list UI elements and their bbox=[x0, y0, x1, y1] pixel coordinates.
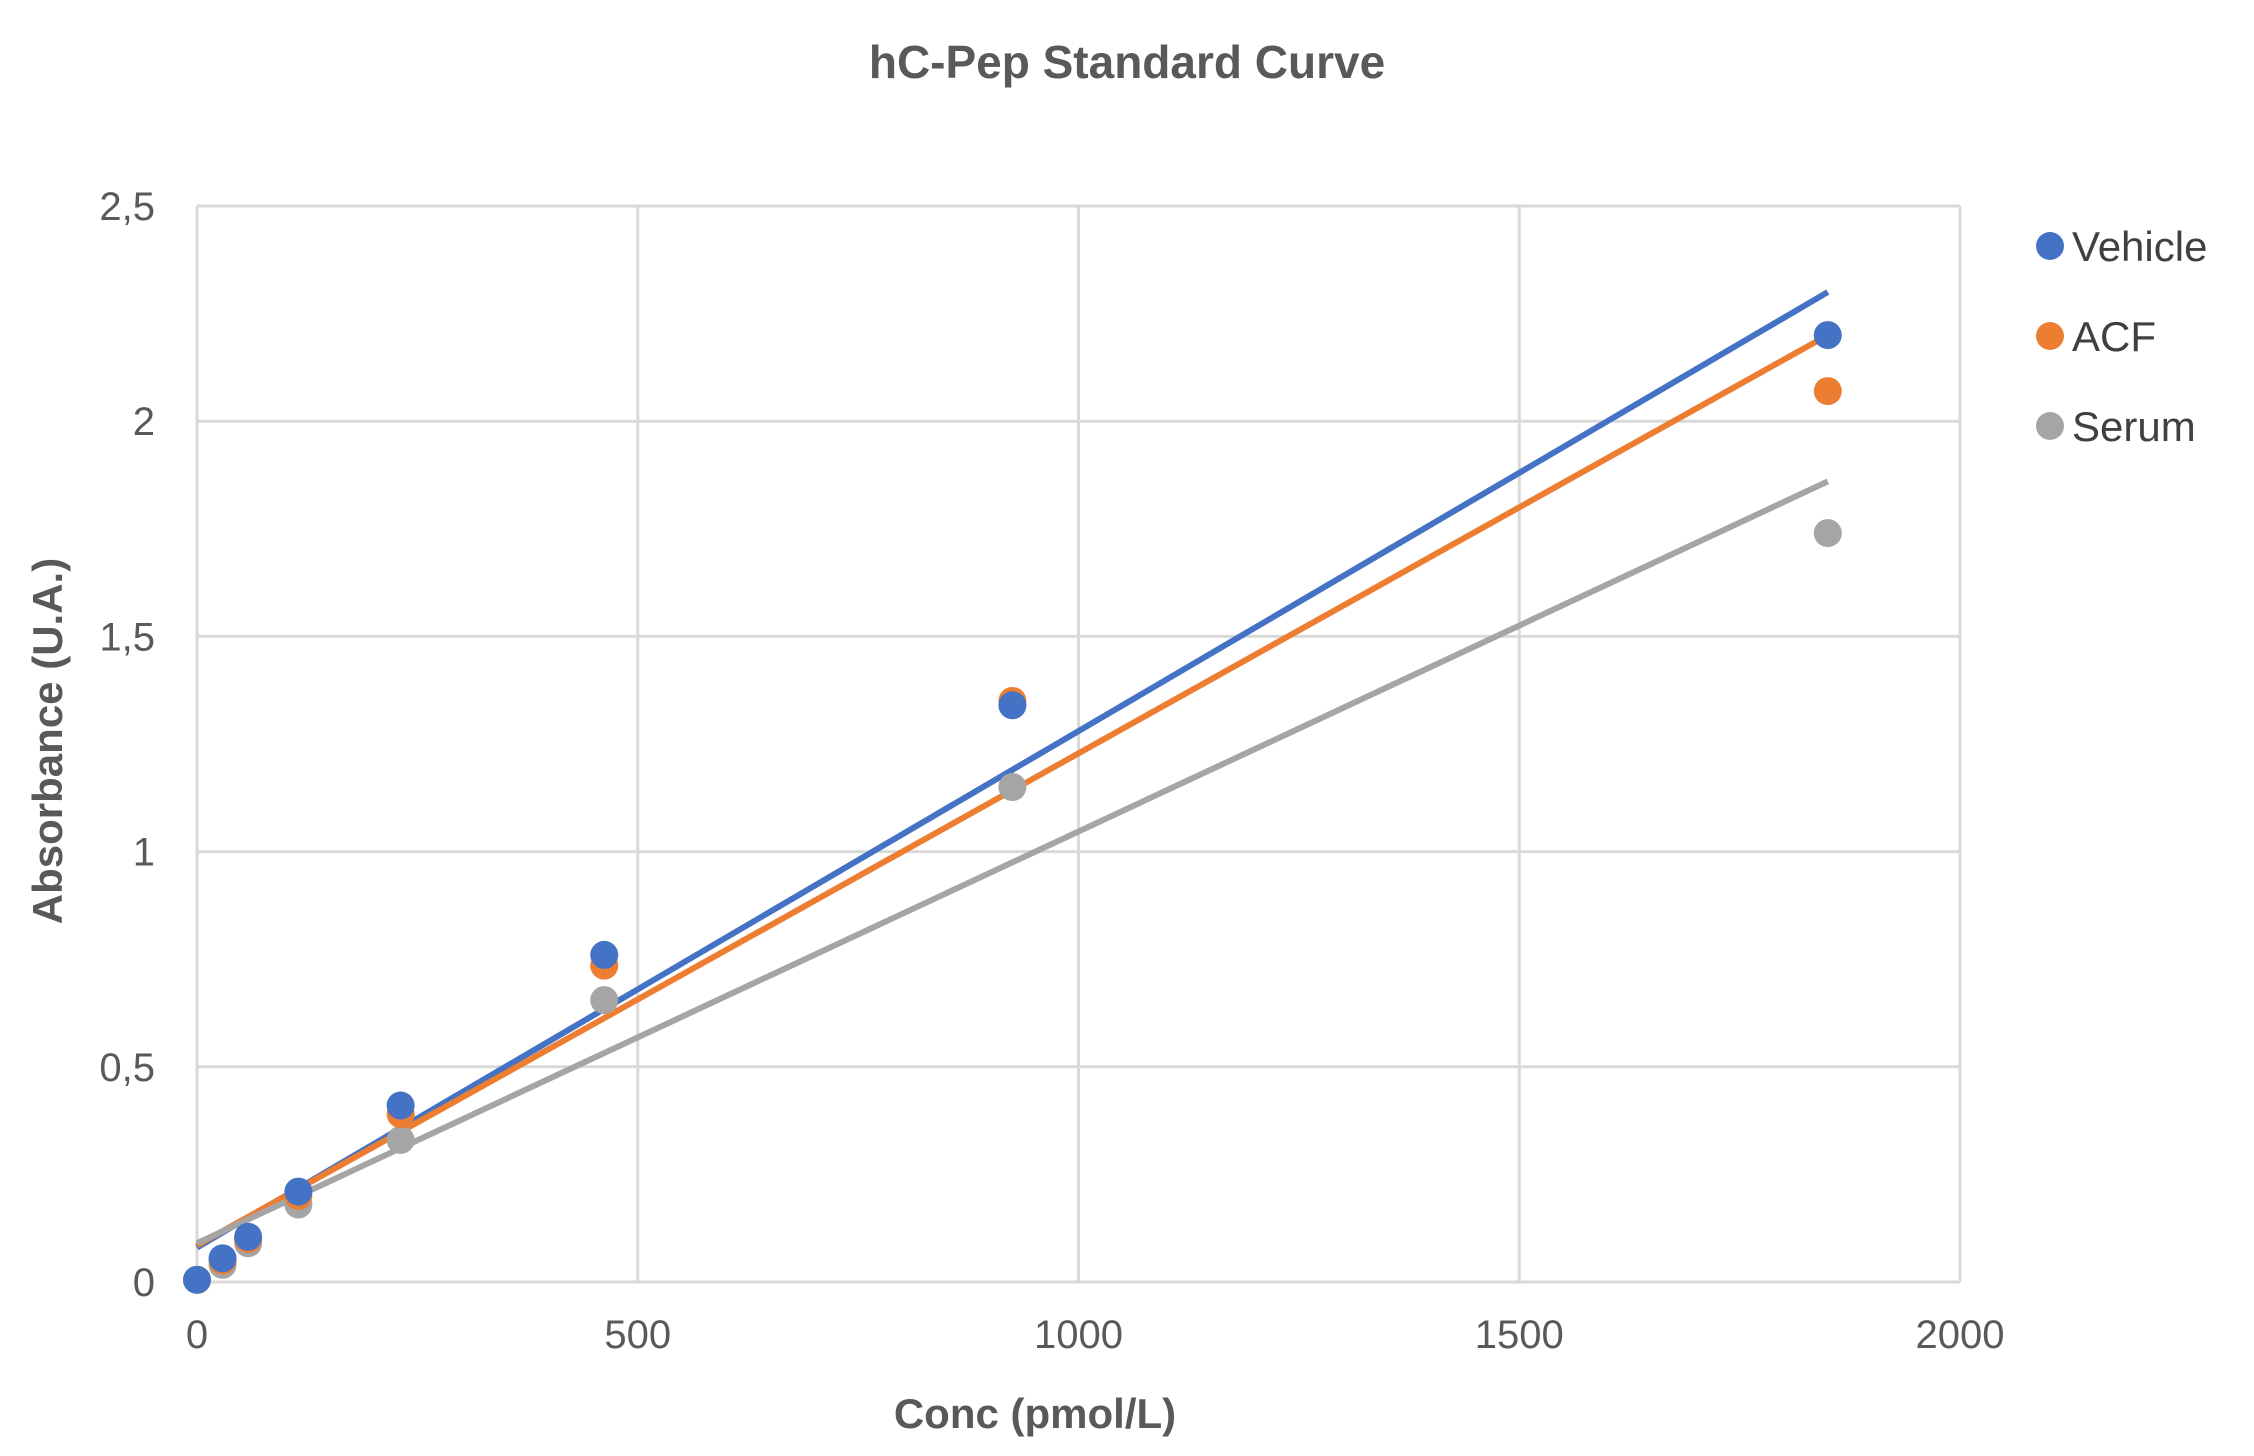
point-serum bbox=[590, 986, 619, 1015]
legend-label-acf: ACF bbox=[2072, 313, 2156, 360]
point-vehicle bbox=[590, 940, 619, 969]
x-tick-label: 500 bbox=[604, 1313, 671, 1357]
x-tick-label: 1500 bbox=[1475, 1313, 1564, 1357]
trendline-vehicle bbox=[195, 289, 1830, 1251]
y-axis-title: Absorbance (U.A.) bbox=[24, 558, 71, 924]
x-tick-label: 2000 bbox=[1916, 1313, 2005, 1357]
y-tick-label: 2,5 bbox=[99, 185, 155, 229]
point-vehicle bbox=[998, 691, 1027, 720]
data-points bbox=[183, 321, 1842, 1294]
x-axis-title: Conc (pmol/L) bbox=[894, 1390, 1176, 1437]
legend-label-vehicle: Vehicle bbox=[2072, 223, 2207, 270]
trendlines bbox=[195, 289, 1830, 1251]
legend-marker-acf bbox=[2036, 322, 2064, 350]
point-serum bbox=[998, 773, 1027, 802]
point-acf bbox=[1813, 377, 1842, 406]
point-serum bbox=[386, 1125, 415, 1154]
legend-marker-vehicle bbox=[2036, 232, 2064, 260]
trendline-serum bbox=[195, 478, 1830, 1246]
point-vehicle bbox=[234, 1222, 263, 1251]
x-axis-tick-labels: 0 500 1000 1500 2000 bbox=[186, 1313, 2005, 1357]
y-tick-label: 1,5 bbox=[99, 615, 155, 659]
point-vehicle bbox=[208, 1244, 237, 1273]
y-tick-label: 0 bbox=[133, 1261, 155, 1305]
y-tick-label: 2 bbox=[133, 400, 155, 444]
y-tick-label: 1 bbox=[133, 831, 155, 875]
point-vehicle bbox=[183, 1265, 211, 1294]
gridlines bbox=[195, 204, 1962, 1284]
chart-title: hC-Pep Standard Curve bbox=[869, 36, 1385, 88]
point-vehicle bbox=[386, 1091, 415, 1120]
x-tick-label: 0 bbox=[186, 1313, 208, 1357]
point-vehicle bbox=[1813, 321, 1842, 350]
x-tick-label: 1000 bbox=[1034, 1313, 1123, 1357]
legend: Vehicle ACF Serum bbox=[2036, 223, 2207, 450]
legend-marker-serum bbox=[2036, 412, 2064, 440]
legend-label-serum: Serum bbox=[2072, 403, 2196, 450]
point-serum bbox=[1813, 519, 1842, 548]
point-vehicle bbox=[284, 1177, 313, 1206]
y-axis-tick-labels: 0 0,5 1 1,5 2 2,5 bbox=[99, 185, 155, 1305]
y-tick-label: 0,5 bbox=[99, 1046, 155, 1090]
